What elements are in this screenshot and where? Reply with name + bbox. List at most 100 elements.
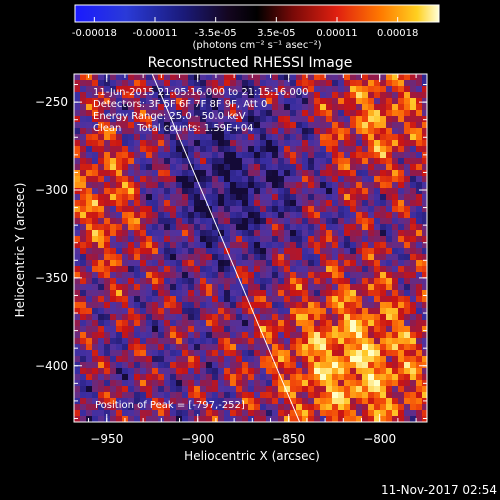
heatmap-cell bbox=[314, 236, 320, 242]
heatmap-cell bbox=[326, 284, 332, 290]
heatmap-cell bbox=[194, 356, 200, 362]
heatmap-cell bbox=[80, 404, 86, 410]
heatmap-cell bbox=[350, 368, 356, 374]
heatmap-cell bbox=[152, 158, 158, 164]
heatmap-cell bbox=[104, 266, 110, 272]
heatmap-cell bbox=[236, 320, 242, 326]
heatmap-cell bbox=[74, 176, 80, 182]
heatmap-cell bbox=[416, 128, 422, 134]
heatmap-cell bbox=[314, 272, 320, 278]
heatmap-cell bbox=[248, 86, 254, 92]
heatmap-cell bbox=[248, 212, 254, 218]
heatmap-cell bbox=[128, 170, 134, 176]
heatmap-cell bbox=[326, 194, 332, 200]
heatmap-cell bbox=[200, 224, 206, 230]
heatmap-cell bbox=[356, 374, 362, 380]
heatmap-cell bbox=[194, 128, 200, 134]
heatmap-cell bbox=[80, 284, 86, 290]
heatmap-cell bbox=[314, 152, 320, 158]
heatmap-cell bbox=[86, 236, 92, 242]
heatmap-cell bbox=[290, 122, 296, 128]
heatmap-cell bbox=[164, 104, 170, 110]
heatmap-cell bbox=[398, 362, 404, 368]
heatmap-cell bbox=[116, 248, 122, 254]
heatmap-cell bbox=[158, 266, 164, 272]
heatmap-cell bbox=[140, 104, 146, 110]
heatmap-cell bbox=[128, 278, 134, 284]
heatmap-cell bbox=[320, 98, 326, 104]
heatmap-cell bbox=[164, 122, 170, 128]
heatmap-cell bbox=[290, 290, 296, 296]
heatmap-cell bbox=[200, 362, 206, 368]
heatmap-cell bbox=[326, 386, 332, 392]
heatmap-cell bbox=[92, 278, 98, 284]
heatmap-cell bbox=[290, 302, 296, 308]
heatmap-cell bbox=[98, 206, 104, 212]
heatmap-cell bbox=[152, 182, 158, 188]
heatmap-cell bbox=[242, 248, 248, 254]
heatmap-cell bbox=[230, 104, 236, 110]
heatmap-cell bbox=[344, 74, 350, 80]
heatmap-cell bbox=[182, 368, 188, 374]
heatmap-cell bbox=[116, 134, 122, 140]
heatmap-cell bbox=[362, 350, 368, 356]
heatmap-cell bbox=[314, 224, 320, 230]
heatmap-cell bbox=[380, 410, 386, 416]
heatmap-cell bbox=[278, 98, 284, 104]
heatmap-cell bbox=[248, 224, 254, 230]
heatmap-cell bbox=[260, 116, 266, 122]
heatmap-cell bbox=[308, 182, 314, 188]
heatmap-cell bbox=[308, 302, 314, 308]
heatmap-cell bbox=[182, 134, 188, 140]
heatmap-cell bbox=[254, 80, 260, 86]
heatmap-cell bbox=[236, 248, 242, 254]
heatmap-cell bbox=[230, 140, 236, 146]
heatmap-cell bbox=[368, 92, 374, 98]
heatmap-cell bbox=[194, 116, 200, 122]
heatmap-cell bbox=[128, 326, 134, 332]
heatmap-cell bbox=[224, 380, 230, 386]
heatmap-cell bbox=[164, 242, 170, 248]
heatmap-cell bbox=[158, 122, 164, 128]
heatmap-cell bbox=[332, 224, 338, 230]
heatmap-cell bbox=[152, 284, 158, 290]
heatmap-cell bbox=[266, 362, 272, 368]
heatmap-cell bbox=[98, 344, 104, 350]
heatmap-cell bbox=[248, 170, 254, 176]
heatmap-cell bbox=[326, 302, 332, 308]
heatmap-cell bbox=[416, 170, 422, 176]
heatmap-cell bbox=[74, 338, 80, 344]
heatmap-cell bbox=[302, 266, 308, 272]
heatmap-cell bbox=[176, 398, 182, 404]
heatmap-cell bbox=[158, 218, 164, 224]
heatmap-cell bbox=[236, 164, 242, 170]
heatmap-cell bbox=[374, 98, 380, 104]
heatmap-cell bbox=[416, 212, 422, 218]
heatmap-cell bbox=[260, 350, 266, 356]
heatmap-cell bbox=[344, 140, 350, 146]
heatmap-cell bbox=[314, 344, 320, 350]
heatmap-cell bbox=[200, 206, 206, 212]
heatmap-cell bbox=[176, 242, 182, 248]
heatmap-cell bbox=[188, 236, 194, 242]
heatmap-cell bbox=[278, 296, 284, 302]
heatmap-cell bbox=[368, 188, 374, 194]
heatmap-cell bbox=[86, 146, 92, 152]
heatmap-cell bbox=[272, 122, 278, 128]
heatmap-cell bbox=[362, 122, 368, 128]
heatmap-cell bbox=[350, 314, 356, 320]
heatmap-cell bbox=[332, 194, 338, 200]
heatmap-cell bbox=[230, 284, 236, 290]
heatmap-cell bbox=[320, 314, 326, 320]
heatmap-cell bbox=[404, 128, 410, 134]
heatmap-cell bbox=[374, 326, 380, 332]
heatmap-cell bbox=[248, 314, 254, 320]
heatmap-cell bbox=[212, 182, 218, 188]
heatmap-cell bbox=[152, 350, 158, 356]
heatmap-cell bbox=[176, 386, 182, 392]
heatmap-cell bbox=[110, 140, 116, 146]
heatmap-cell bbox=[320, 404, 326, 410]
heatmap-cell bbox=[266, 128, 272, 134]
heatmap-cell bbox=[116, 320, 122, 326]
heatmap-cell bbox=[176, 164, 182, 170]
